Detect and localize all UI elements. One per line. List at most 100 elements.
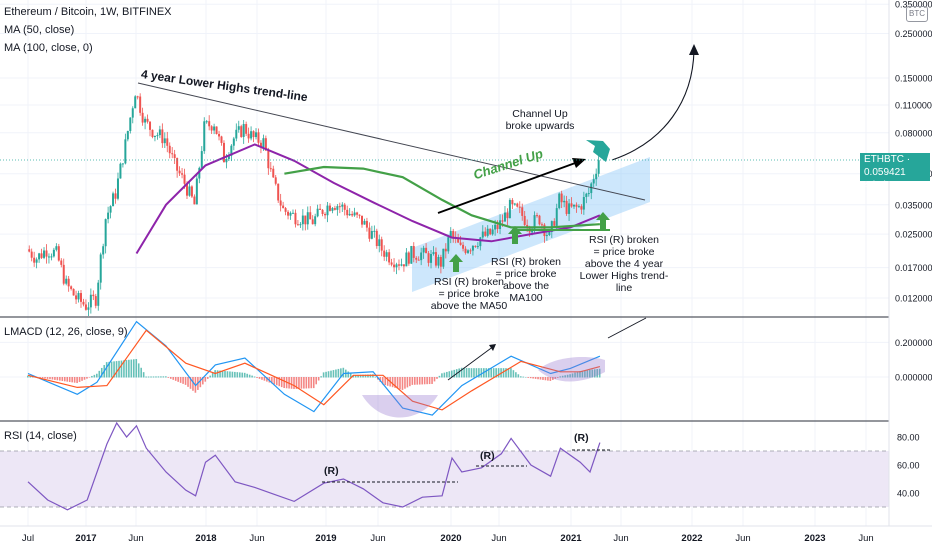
symbol-legend[interactable]: Ethereum / Bitcoin, 1W, BITFINEX [4, 6, 172, 18]
lmacd-bar [325, 371, 327, 378]
lmacd-bar [184, 377, 187, 385]
rsi-band [0, 451, 889, 507]
candle-body [412, 246, 415, 258]
lmacd-bar [354, 375, 357, 378]
candle-body [516, 203, 519, 207]
price-tick-label: 0.080000 [895, 128, 932, 138]
lmacd-bar [155, 376, 157, 378]
rsi-4y-label: RSI (R) broken = price broke above the 4… [579, 234, 669, 294]
candle-body [65, 278, 68, 284]
lmacd-bar [404, 377, 406, 389]
candle-body [131, 108, 134, 118]
lmacd-bar [579, 371, 581, 378]
lmacd-bar [71, 377, 73, 383]
lmacd-bar [278, 377, 281, 387]
time-tick-label: Jun [858, 533, 873, 544]
candle-body [77, 293, 80, 300]
time-tick-label: 2019 [315, 533, 336, 544]
candle-body [264, 138, 267, 151]
rsi-legend[interactable]: RSI (14, close) [4, 430, 77, 442]
candle-body [356, 212, 359, 215]
lmacd-bar [359, 374, 362, 378]
price-pane[interactable] [0, 0, 889, 317]
price-tick-label: 0.110000 [895, 101, 932, 111]
lmacd-bar [581, 370, 584, 378]
lmacd-bar [209, 375, 212, 378]
ma100-legend[interactable]: MA (100, close, 0) [4, 42, 93, 54]
candle-body [43, 250, 46, 258]
price-ticker-value: ETHBTC · 0.059421 [864, 154, 911, 178]
time-tick-label: Jun [613, 533, 628, 544]
lmacd-bar [229, 371, 231, 378]
lmacd-bar [446, 371, 448, 378]
lmacd-bar [91, 375, 93, 378]
lmacd-legend[interactable]: LMACD (12, 26, close, 9) [4, 326, 128, 338]
candle-body [269, 168, 272, 170]
lmacd-bar [300, 377, 303, 389]
candle-body [467, 250, 470, 253]
price-tick-label: 0.150000 [895, 74, 932, 84]
lmacd-bar [157, 376, 160, 378]
lmacd-bar [160, 376, 162, 378]
lmacd-bar [330, 370, 332, 378]
candle-body [247, 133, 250, 139]
lmacd-tick-label: 0.200000 [895, 338, 932, 348]
lmacd-bar [443, 372, 446, 378]
lmacd-bar [534, 377, 537, 379]
candle-body [533, 215, 536, 229]
candle-body [38, 253, 41, 260]
lmacd-bar [421, 377, 423, 385]
ma50-legend[interactable]: MA (50, close) [4, 24, 75, 36]
lmacd-bar [522, 376, 525, 378]
candle-body [385, 252, 388, 257]
lmacd-bar [113, 361, 115, 378]
lmacd-bar [39, 377, 41, 378]
candle-body [442, 248, 445, 267]
lmacd-bar [507, 368, 510, 378]
lmacd-bar [426, 377, 428, 385]
candle-body [481, 231, 484, 238]
lmacd-bar [448, 371, 451, 378]
candle-body [486, 228, 489, 236]
lmacd-bar [142, 372, 145, 378]
candle-body [262, 138, 265, 148]
candle-body [568, 203, 571, 214]
lmacd-bar [357, 374, 359, 378]
lmacd-bar [162, 376, 165, 378]
lmacd-line [27, 320, 601, 416]
candle-body [422, 247, 425, 253]
lmacd-bar [574, 372, 576, 378]
candle-body [185, 183, 188, 196]
candle-body [181, 173, 184, 175]
candle-body [134, 96, 137, 109]
candle-body [193, 196, 196, 205]
lmacd-bar [396, 377, 399, 389]
lmacd-bar [317, 377, 320, 381]
candle-body [582, 196, 585, 210]
candle-body [200, 151, 203, 168]
candle-body [380, 239, 383, 251]
lmacd-bar [271, 377, 273, 384]
rsi-ma50-label: RSI (R) broken = price broke above the M… [430, 276, 508, 312]
candle-body [536, 215, 539, 217]
lmacd-bar [418, 377, 421, 385]
lmacd-bar [584, 370, 586, 378]
candle-body [476, 246, 479, 248]
lmacd-bar [347, 371, 350, 378]
candle-body [501, 220, 504, 222]
lmacd-bar [93, 374, 96, 378]
lmacd-bar [54, 377, 56, 380]
candle-body [464, 248, 467, 253]
lmacd-bowl-2021 [538, 357, 605, 382]
lmacd-bar [537, 377, 539, 380]
candle-body [306, 212, 309, 225]
lmacd-bar [569, 374, 571, 378]
candle-body [183, 174, 186, 184]
lmacd-bar [544, 377, 547, 381]
lmacd-bar [27, 375, 29, 378]
candle-body [304, 215, 307, 225]
candle-body [30, 251, 33, 258]
lmacd-bar [125, 360, 128, 378]
lmacd-bar [315, 377, 318, 385]
